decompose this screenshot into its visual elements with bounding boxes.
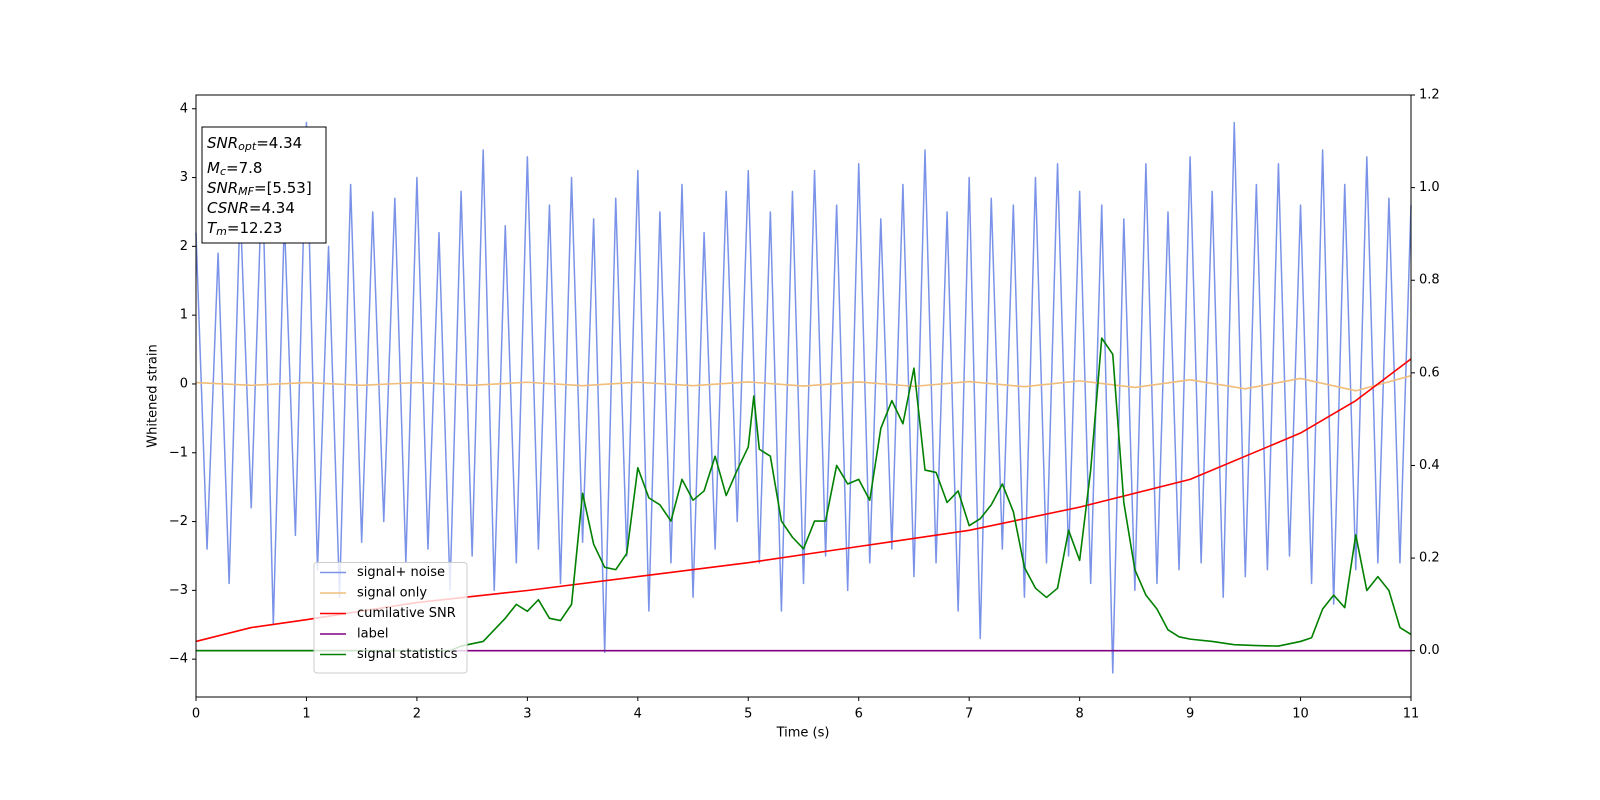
y-tick-label: 3 [180, 170, 188, 185]
x-tick-label: 11 [1403, 707, 1420, 722]
y2-tick-label: 0.6 [1419, 365, 1440, 380]
y-tick-label: −2 [169, 514, 188, 529]
annotation-value: =12.23 [227, 219, 283, 237]
y-tick-label: −1 [169, 445, 188, 460]
annotation-value: =7.8 [226, 159, 262, 177]
annotation-subscript: m [216, 225, 227, 238]
annotation-subscript: MF [238, 185, 254, 198]
legend-label: label [357, 627, 388, 642]
annotation-subscript: opt [238, 140, 257, 153]
annotation-value: =[5.53] [254, 179, 312, 197]
annotation-value: =4.34 [256, 134, 302, 152]
annotation-symbol: M [207, 159, 220, 177]
legend-label: signal only [357, 586, 427, 601]
annotation-line: CSNR=4.34 [207, 199, 295, 217]
annotation-symbol: CSNR [207, 199, 249, 217]
series-line [195, 374, 1412, 392]
annotation-subscript: c [220, 165, 226, 178]
x-tick-label: 3 [523, 707, 531, 722]
legend-label: signal+ noise [357, 565, 445, 580]
y2-tick-label: 0.2 [1419, 551, 1440, 566]
annotation-symbol: SNR [207, 134, 238, 152]
y-tick-label: 1 [180, 308, 188, 323]
annotation-box: SNRopt=4.34Mc=7.8SNRMF=[5.53]CSNR=4.34Tm… [201, 126, 327, 244]
annotation-line: SNRopt=4.34 [207, 134, 302, 154]
legend-frame [313, 562, 468, 674]
x-tick-label: 1 [302, 707, 310, 722]
annotation-frame [201, 126, 327, 244]
legend-label: signal statistics [357, 647, 458, 662]
x-tick-label: 10 [1292, 707, 1309, 722]
legend-label: cumilative SNR [357, 606, 456, 621]
x-tick-label: 4 [634, 707, 642, 722]
x-tick-label: 0 [192, 707, 200, 722]
annotation-line: Tm=12.23 [207, 219, 282, 239]
x-tick-label: 7 [965, 707, 973, 722]
y-tick-label: 2 [180, 239, 188, 254]
annotation-symbol: SNR [207, 179, 238, 197]
y-tick-label: 4 [180, 101, 188, 116]
x-tick-label: 5 [744, 707, 752, 722]
axes-frame [195, 94, 1412, 698]
legend: signal+ noise signal only cumilative SNR la… [313, 562, 468, 674]
y2-tick-label: 0.4 [1419, 458, 1440, 473]
y2-tick-label: 1.2 [1419, 88, 1440, 103]
x-tick-label: 9 [1186, 707, 1194, 722]
y-tick-label: −3 [169, 583, 188, 598]
annotation-line: Mc=7.8 [207, 159, 262, 179]
y2-tick-label: 0.8 [1419, 273, 1440, 288]
y2-tick-label: 1.0 [1419, 180, 1440, 195]
annotation-line: SNRMF=[5.53] [207, 179, 312, 199]
annotation-symbol: T [207, 219, 218, 237]
x-tick-label: 8 [1075, 707, 1083, 722]
x-tick-label: 6 [855, 707, 863, 722]
x-axis-label: Time (s) [776, 726, 830, 741]
series-line [196, 337, 1412, 652]
y-tick-label: 0 [180, 376, 188, 391]
annotation-value: =4.34 [249, 199, 295, 217]
x-tick-label: 2 [413, 707, 421, 722]
y2-tick-label: 0.0 [1419, 643, 1440, 658]
series-line [195, 121, 1412, 674]
y-axis-label: Whitened strain [146, 344, 161, 447]
y-tick-label: −4 [169, 652, 188, 667]
